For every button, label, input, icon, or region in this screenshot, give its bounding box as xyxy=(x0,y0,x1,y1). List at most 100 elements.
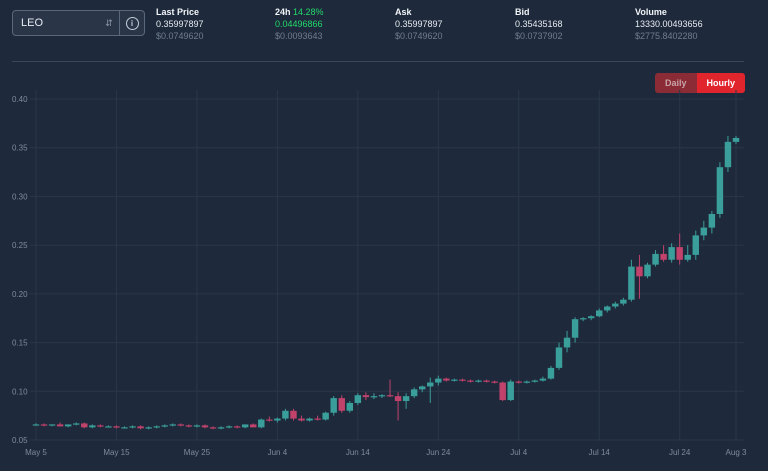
stat-label: 24h xyxy=(275,7,291,17)
candle-body xyxy=(596,310,603,317)
stat-usd-value: $0.0093643 xyxy=(275,31,323,41)
candle-body xyxy=(241,424,249,428)
candle-body xyxy=(113,426,120,428)
candle-body xyxy=(636,266,643,277)
info-icon: i xyxy=(125,16,139,30)
candle-body xyxy=(410,389,418,397)
candle-body xyxy=(732,137,740,142)
candle-body xyxy=(354,395,362,403)
candle-body xyxy=(467,380,474,382)
candle-body xyxy=(724,141,732,168)
candle-body xyxy=(499,382,506,401)
candle-body xyxy=(644,264,651,277)
candle-body xyxy=(563,337,571,348)
candle-body xyxy=(346,402,354,411)
chevron-updown-icon[interactable]: ⇵ xyxy=(105,17,113,28)
candle-body xyxy=(314,418,321,420)
candle-body xyxy=(660,253,667,260)
info-button[interactable]: i xyxy=(119,11,144,35)
candle-body xyxy=(483,380,490,382)
stat-ask: Ask 0.35997897 $0.0749620 xyxy=(395,6,443,42)
candle-body xyxy=(169,424,176,426)
candle-body xyxy=(668,247,675,260)
candle-body xyxy=(531,380,539,382)
candle-body xyxy=(587,316,595,319)
x-tick-label: Jul 24 xyxy=(669,448,691,457)
candle-body xyxy=(193,425,201,427)
candle-body xyxy=(370,396,378,398)
stat-24h: 24h 14.28% 0.04496866 $0.0093643 xyxy=(275,6,324,42)
stat-last-price: Last Price 0.35997897 $0.0749620 xyxy=(156,6,204,42)
candle-body xyxy=(539,378,547,381)
y-tick-label: 0.35 xyxy=(12,144,28,153)
candle-body xyxy=(555,347,563,368)
candle-body xyxy=(48,424,56,426)
stat-usd-value: $0.0749620 xyxy=(395,31,443,41)
candle-body xyxy=(443,378,450,381)
y-tick-label: 0.10 xyxy=(12,387,28,396)
candle-body xyxy=(177,424,185,426)
hourly-button[interactable]: Hourly xyxy=(696,73,746,93)
x-tick-label: May 5 xyxy=(25,448,47,457)
candle-body xyxy=(362,395,370,398)
candle-body xyxy=(89,425,96,428)
x-tick-label: Jul 14 xyxy=(589,448,611,457)
pair-selector[interactable]: LEO ⇵ i xyxy=(12,10,145,36)
stat-usd-value: $2775.8402280 xyxy=(635,31,698,41)
candle-body xyxy=(579,318,587,320)
candle-body xyxy=(459,379,466,381)
candle-body xyxy=(64,424,72,427)
stat-usd-value: $0.0749620 xyxy=(156,31,204,41)
candle-body xyxy=(81,423,88,428)
candle-body xyxy=(515,381,522,383)
candle-body xyxy=(137,426,144,429)
stat-label: Bid xyxy=(515,7,530,17)
stat-volume: Volume 13330.00493656 $2775.8402280 xyxy=(635,6,703,42)
candle-body xyxy=(121,427,128,429)
stat-change-percent: 14.28% xyxy=(293,7,324,17)
y-tick-label: 0.40 xyxy=(12,95,28,104)
stat-label: Ask xyxy=(395,7,412,17)
candle-body xyxy=(32,424,40,426)
candle-body xyxy=(716,167,724,214)
stat-value: 0.35997897 xyxy=(395,19,443,29)
stat-usd-value: $0.0737902 xyxy=(515,31,563,41)
candle-body xyxy=(217,427,225,429)
candle-body xyxy=(523,381,531,383)
candle-body xyxy=(612,303,619,307)
header-divider xyxy=(12,61,744,62)
candle-body xyxy=(708,213,716,228)
y-tick-label: 0.30 xyxy=(12,192,28,201)
candle-body xyxy=(73,423,80,425)
candle-body xyxy=(258,419,265,428)
candle-body xyxy=(250,424,257,428)
candle-body xyxy=(386,395,394,397)
candle-body xyxy=(161,425,168,427)
stat-value: 0.04496866 xyxy=(275,19,323,29)
candle-body xyxy=(97,425,104,427)
candle-body xyxy=(547,367,555,379)
candle-body xyxy=(338,398,345,411)
candle-body xyxy=(282,410,289,419)
candle-body xyxy=(402,396,410,402)
candle-body xyxy=(225,426,233,428)
daily-button[interactable]: Daily xyxy=(655,73,697,93)
candle-body xyxy=(129,426,136,428)
candle-body xyxy=(491,381,498,383)
candle-body xyxy=(185,425,193,427)
candle-body xyxy=(604,306,611,311)
y-tick-label: 0.25 xyxy=(12,241,28,250)
candle-body xyxy=(145,427,152,429)
stat-bid: Bid 0.35435168 $0.0737902 xyxy=(515,6,563,42)
candle-body xyxy=(306,418,313,421)
candle-body xyxy=(700,227,708,236)
x-tick-label: May 25 xyxy=(184,448,211,457)
candle-body xyxy=(153,426,160,428)
y-tick-label: 0.05 xyxy=(12,436,28,445)
candle-body xyxy=(451,379,458,381)
stat-label: Volume xyxy=(635,7,667,17)
x-tick-label: Jul 4 xyxy=(510,448,527,457)
candle-body xyxy=(56,424,64,427)
stat-value: 13330.00493656 xyxy=(635,19,703,29)
